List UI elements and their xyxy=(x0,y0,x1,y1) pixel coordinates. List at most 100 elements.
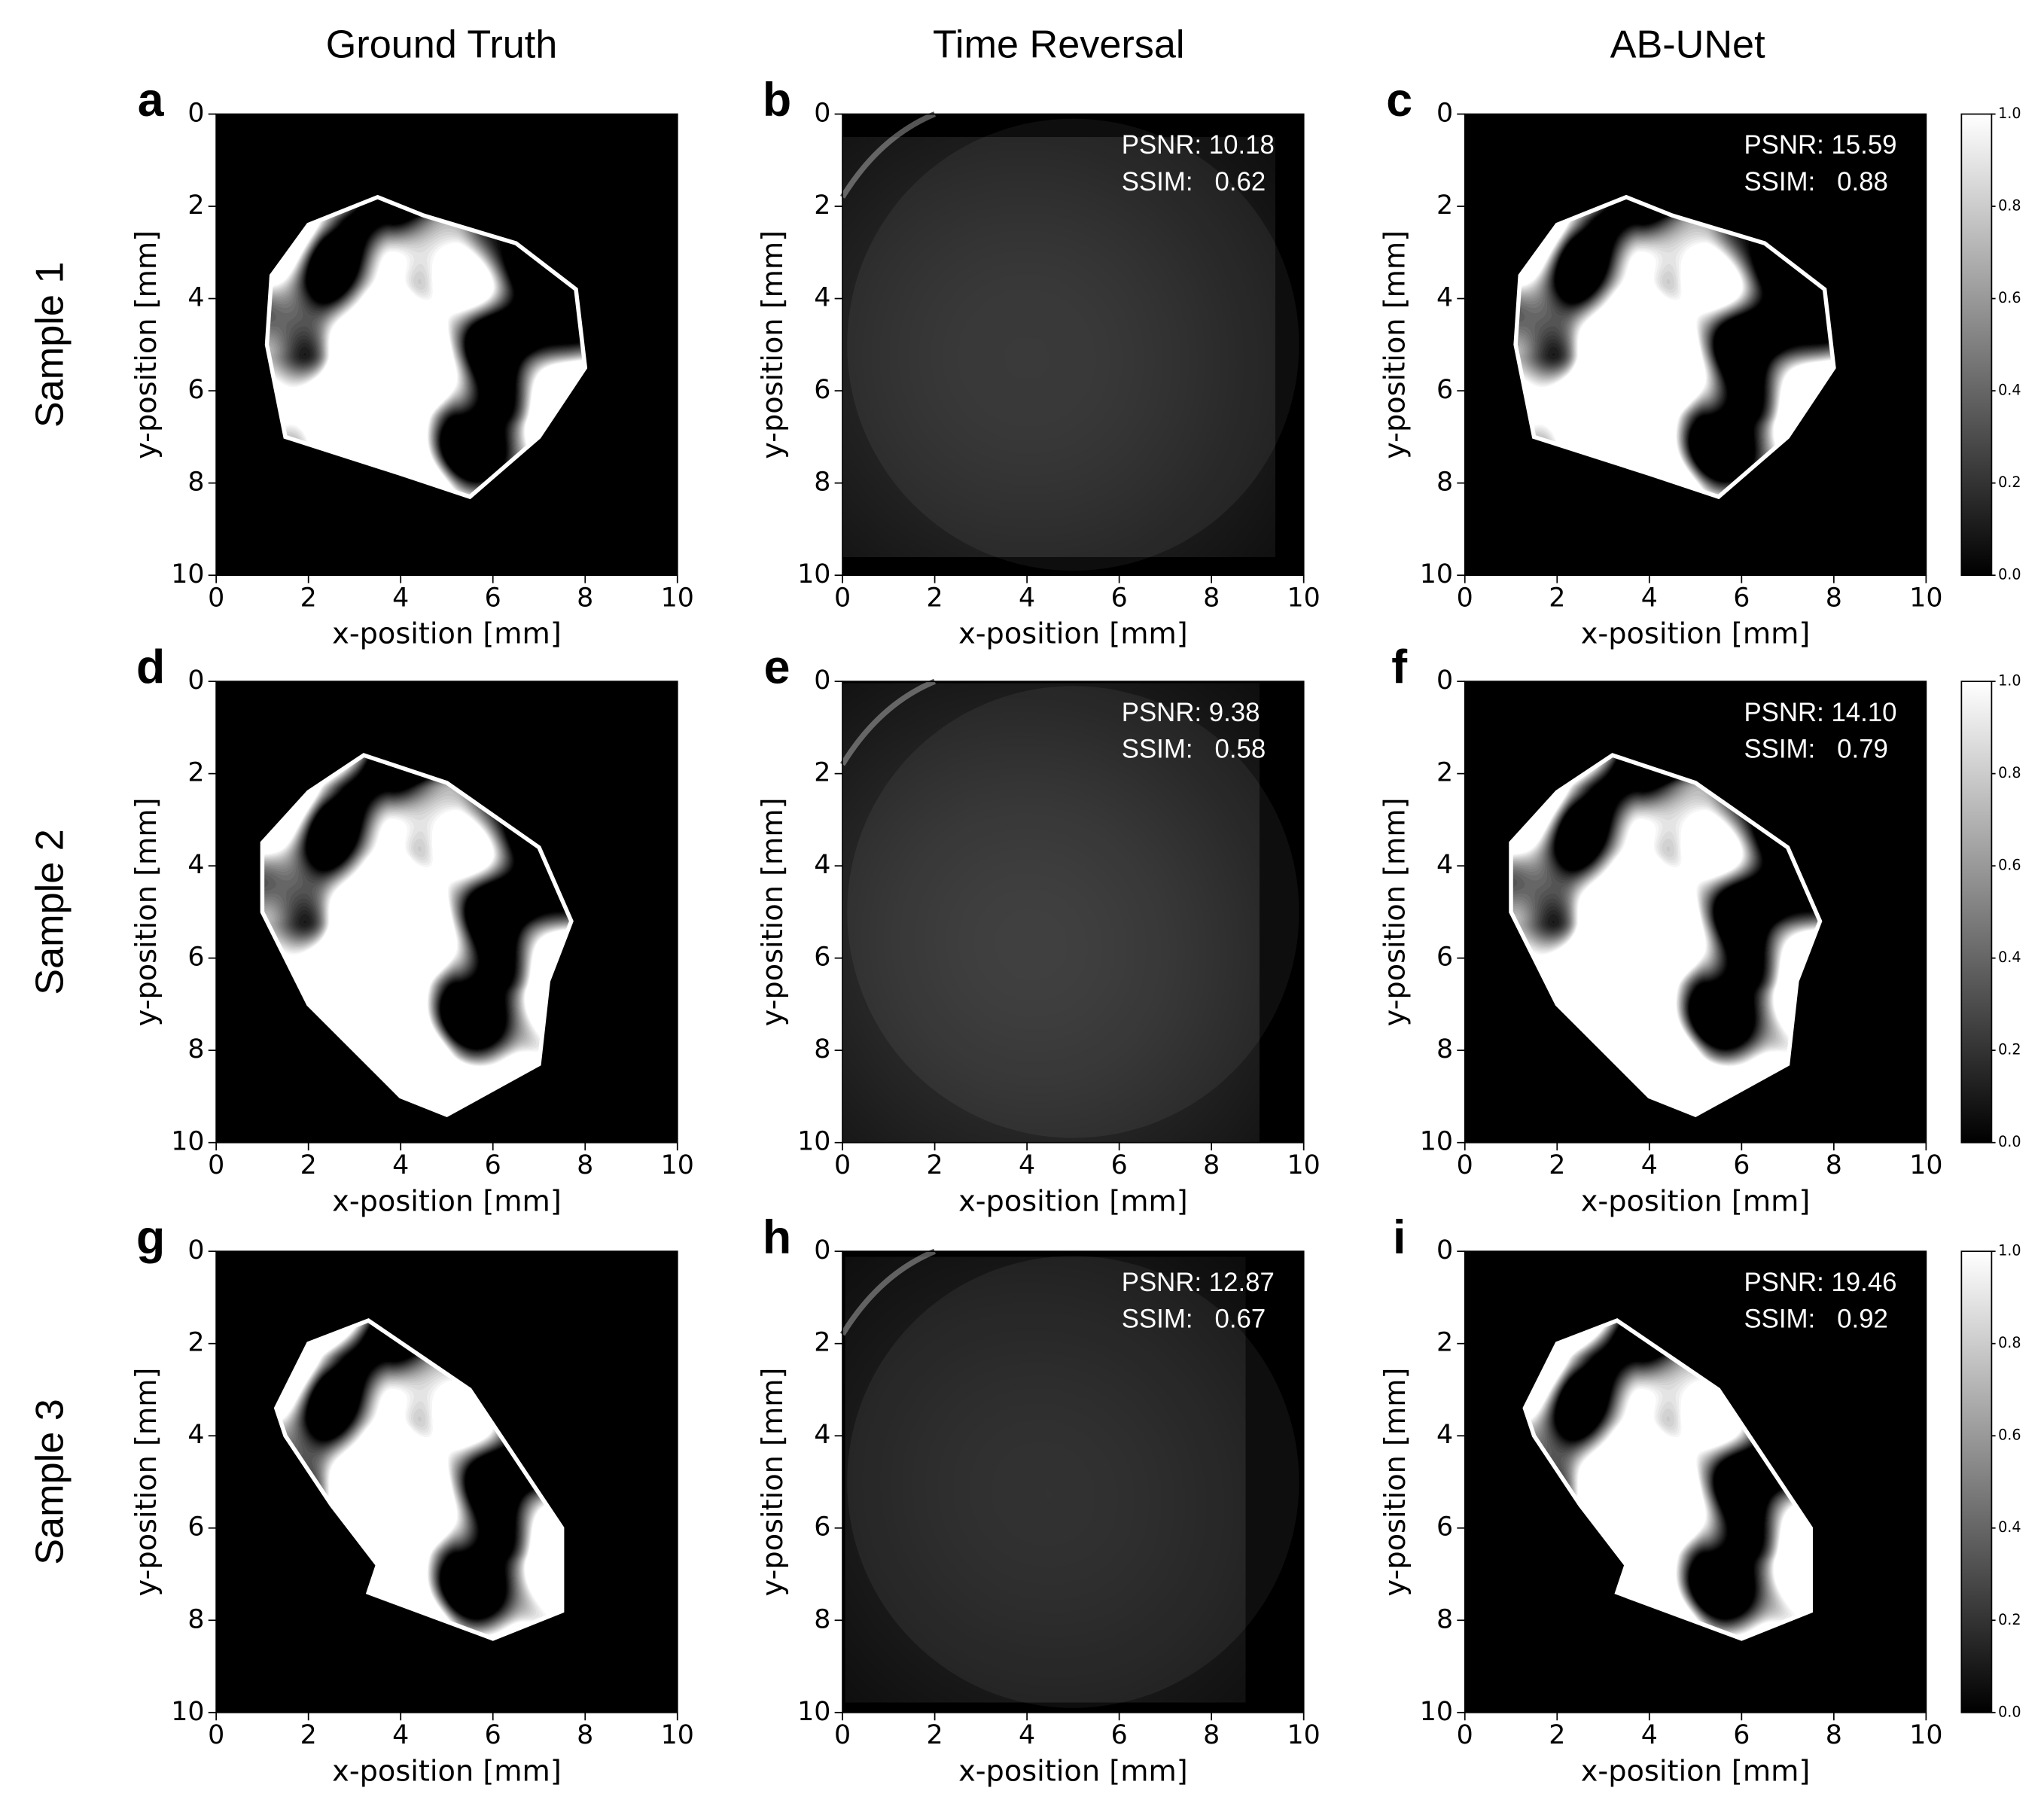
y-tick-label: 0 xyxy=(814,665,830,696)
x-tick-label: 4 xyxy=(392,1150,409,1180)
panel-letter: c xyxy=(1386,74,1412,126)
metric: PSNR: 10.18 xyxy=(1122,130,1275,160)
y-tick-label: 10 xyxy=(1420,559,1453,589)
x-tick-label: 6 xyxy=(1111,1720,1128,1750)
x-tick-label: 2 xyxy=(1549,1150,1565,1180)
metric: SSIM: 0.62 xyxy=(1122,167,1266,196)
y-tick-label: 10 xyxy=(797,1127,830,1157)
y-axis-label: y-position [mm] xyxy=(756,230,790,459)
y-tick-label: 2 xyxy=(814,190,830,221)
axes-frame xyxy=(1464,681,1927,1144)
x-tick-label: 10 xyxy=(1287,1150,1321,1180)
row-label: Sample 2 xyxy=(28,829,72,995)
x-axis-label: x-position [mm] xyxy=(1581,1754,1811,1788)
panel-letter: b xyxy=(763,74,791,126)
colorbar xyxy=(1960,1250,1993,1713)
column-title: AB-UNet xyxy=(1610,23,1765,67)
x-tick-label: 10 xyxy=(1909,1720,1942,1750)
colorbar-tick-label: 1.0 xyxy=(1998,672,2021,690)
x-axis-label: x-position [mm] xyxy=(1581,617,1811,651)
x-tick-label: 6 xyxy=(1111,583,1128,613)
y-tick-label: 6 xyxy=(187,375,204,405)
y-tick-label: 4 xyxy=(814,1420,830,1450)
bone-image xyxy=(839,111,1299,571)
y-axis-label: y-position [mm] xyxy=(129,1368,163,1597)
y-tick-label: 4 xyxy=(1436,850,1453,880)
metric: PSNR: 14.10 xyxy=(1744,698,1896,727)
x-tick-label: 0 xyxy=(1457,1150,1473,1180)
y-tick-label: 6 xyxy=(1436,375,1453,405)
y-tick-label: 2 xyxy=(1436,758,1453,788)
y-tick-label: 2 xyxy=(814,1328,830,1358)
x-tick-label: 2 xyxy=(300,1720,317,1750)
x-tick-label: 4 xyxy=(1019,583,1035,613)
x-tick-label: 4 xyxy=(1641,1150,1658,1180)
colorbar-tick-label: 0.0 xyxy=(1998,566,2021,583)
x-tick-label: 2 xyxy=(1549,1720,1565,1750)
x-tick-label: 2 xyxy=(927,1150,943,1180)
y-tick-label: 0 xyxy=(814,1235,830,1265)
y-tick-label: 0 xyxy=(1436,1235,1453,1265)
colorbar-tick-label: 0.2 xyxy=(1998,1611,2021,1628)
colorbar-tick-label: 0.2 xyxy=(1998,1041,2021,1058)
x-tick-label: 4 xyxy=(1019,1720,1035,1750)
y-tick-label: 6 xyxy=(814,375,830,405)
x-axis-label: x-position [mm] xyxy=(958,1754,1188,1788)
y-tick-label: 6 xyxy=(187,943,204,973)
bone-image xyxy=(839,678,1299,1138)
colorbar-tick-label: 0.8 xyxy=(1998,1334,2021,1351)
panel-letter: d xyxy=(136,641,165,694)
y-tick-label: 4 xyxy=(814,283,830,313)
x-axis-label: x-position [mm] xyxy=(332,1754,562,1788)
y-tick-label: 4 xyxy=(1436,283,1453,313)
y-tick-label: 2 xyxy=(1436,190,1453,221)
x-tick-label: 0 xyxy=(208,1720,224,1750)
x-tick-label: 6 xyxy=(485,583,501,613)
y-tick-label: 8 xyxy=(1436,1034,1453,1064)
x-axis-label: x-position [mm] xyxy=(332,617,562,651)
column-title: Time Reversal xyxy=(933,23,1185,67)
x-tick-label: 8 xyxy=(1826,583,1842,613)
x-tick-label: 10 xyxy=(661,1720,694,1750)
panel-letter: f xyxy=(1391,641,1407,694)
x-tick-label: 0 xyxy=(834,1150,851,1180)
y-tick-label: 2 xyxy=(187,758,204,788)
colorbar-tick-label: 1.0 xyxy=(1998,105,2021,122)
x-tick-label: 6 xyxy=(485,1150,501,1180)
bone-image xyxy=(839,1248,1299,1708)
y-axis-label: y-position [mm] xyxy=(129,797,163,1026)
y-tick-label: 6 xyxy=(1436,1512,1453,1543)
x-tick-label: 0 xyxy=(834,583,851,613)
y-tick-label: 4 xyxy=(1436,1420,1453,1450)
x-tick-label: 0 xyxy=(834,1720,851,1750)
y-tick-label: 2 xyxy=(187,1328,204,1358)
y-tick-label: 0 xyxy=(1436,665,1453,696)
y-tick-label: 8 xyxy=(1436,1604,1453,1634)
y-axis-label: y-position [mm] xyxy=(129,230,163,459)
y-tick-label: 4 xyxy=(187,850,204,880)
colorbar-tick-label: 1.0 xyxy=(1998,1242,2021,1259)
x-tick-label: 2 xyxy=(927,1720,943,1750)
y-tick-label: 2 xyxy=(187,190,204,221)
axes-frame xyxy=(842,681,1305,1144)
x-axis-label: x-position [mm] xyxy=(958,617,1188,651)
panel-letter: a xyxy=(138,74,165,126)
x-tick-label: 6 xyxy=(1733,1720,1750,1750)
colorbar-tick-label: 0.0 xyxy=(1998,1133,2021,1150)
y-tick-label: 8 xyxy=(814,1604,830,1634)
x-tick-label: 4 xyxy=(392,1720,409,1750)
y-tick-label: 6 xyxy=(814,1512,830,1543)
x-axis-label: x-position [mm] xyxy=(332,1184,562,1218)
y-tick-label: 10 xyxy=(797,559,830,589)
x-tick-label: 10 xyxy=(1909,1150,1942,1180)
y-tick-label: 0 xyxy=(187,99,204,129)
x-tick-label: 2 xyxy=(927,583,943,613)
y-axis-label: y-position [mm] xyxy=(1378,797,1412,1026)
y-tick-label: 2 xyxy=(1436,1328,1453,1358)
metric: PSNR: 19.46 xyxy=(1744,1268,1896,1297)
y-tick-label: 4 xyxy=(187,1420,204,1450)
y-axis-label: y-position [mm] xyxy=(1378,1368,1412,1597)
x-tick-label: 8 xyxy=(577,1720,593,1750)
colorbar-tick-label: 0.4 xyxy=(1998,382,2021,399)
